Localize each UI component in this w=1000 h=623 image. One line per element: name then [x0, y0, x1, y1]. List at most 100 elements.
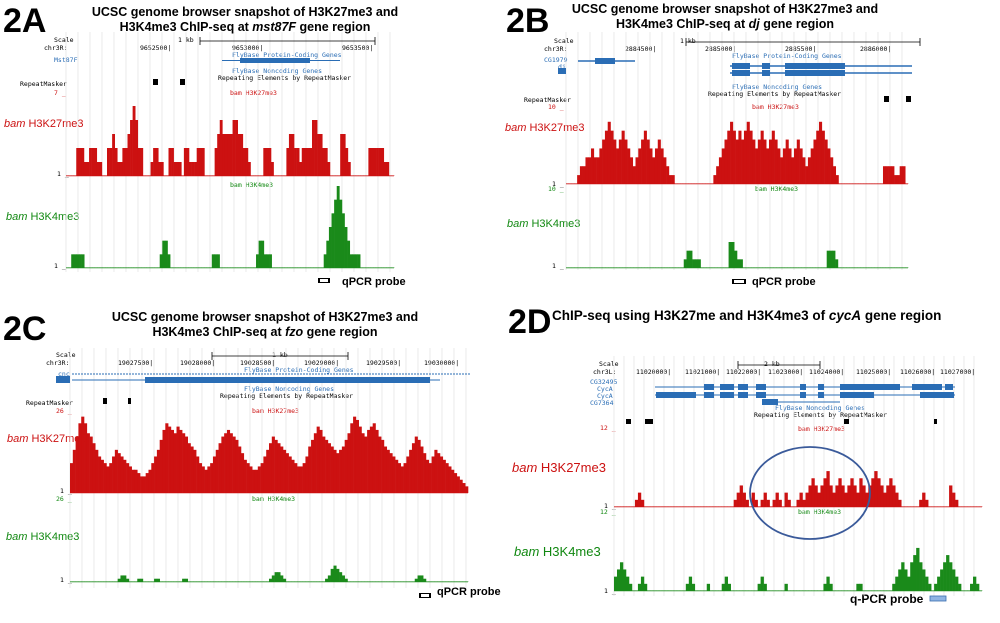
k4-bar — [328, 227, 332, 268]
k27-bar — [120, 456, 124, 493]
panel-b-track-repeat: Repeating Elements by RepeatMasker — [708, 90, 842, 98]
k27-bar — [582, 166, 586, 184]
k27-bar — [925, 499, 929, 507]
k27-bar — [109, 148, 113, 176]
k27-bar — [741, 139, 745, 184]
k27-bar — [173, 433, 177, 493]
k27-bar — [613, 139, 617, 184]
panel-d-side-k27: bam H3K27me3 — [512, 460, 606, 475]
k27-bar — [123, 459, 127, 493]
k27-bar — [86, 433, 90, 493]
k4-bar — [327, 575, 331, 582]
k27-bar — [817, 492, 821, 507]
k27-bar — [456, 476, 460, 493]
k4-bar — [910, 562, 914, 591]
k27-bar — [368, 148, 372, 176]
k27-bar — [635, 157, 639, 184]
k27-bar — [652, 157, 656, 184]
panel-a-repeat-element-2 — [180, 79, 185, 85]
panel-b-chrom-label: chr3R: — [544, 45, 568, 53]
panel-b-gene-label2: dj — [558, 63, 566, 71]
k4-bar — [919, 562, 923, 591]
k27-bar — [294, 463, 298, 493]
k4-bar — [916, 547, 920, 591]
panel-a-k27-max: 7 _ — [54, 89, 66, 97]
k4-bar — [417, 575, 421, 582]
k27-bar — [856, 492, 860, 507]
panel-c-side-k27: bam H3K27me3 — [7, 433, 87, 445]
k27-bar — [780, 157, 784, 184]
k4-bar — [164, 240, 168, 268]
k27-bar — [814, 485, 818, 507]
k4-bar — [126, 578, 130, 582]
k27-bar — [713, 175, 717, 184]
panel-c-repeat-label: RepeatMasker — [26, 399, 73, 407]
k4-bar — [263, 254, 267, 268]
k27-bar — [445, 463, 449, 493]
k4-bar — [928, 583, 932, 591]
k4-bar — [892, 583, 896, 591]
k27-bar — [128, 466, 132, 493]
k27-bar — [313, 433, 317, 493]
k27-bar — [602, 139, 606, 184]
k27-bar — [122, 148, 126, 176]
panel-d-track-noncoding: FlyBase Noncoding Genes — [775, 404, 866, 412]
k4-bar — [688, 576, 693, 591]
k27-bar — [106, 466, 110, 493]
k4-bar — [895, 576, 899, 591]
panel-d-track-repeat: Repeating Elements by RepeatMasker — [754, 411, 888, 419]
k27-bar — [319, 429, 323, 493]
k27-bar — [791, 157, 795, 184]
k27-bar — [153, 148, 156, 176]
k27-bar — [593, 157, 597, 184]
k27-bar — [240, 453, 245, 493]
k27-bar — [294, 148, 297, 176]
k27-bar — [333, 449, 337, 493]
panel-b-k4-min: 1 _ — [552, 262, 564, 270]
k27-bar — [386, 449, 390, 493]
k27-bar — [246, 463, 250, 493]
k27-bar — [189, 162, 192, 176]
panel-b-label: 2B — [506, 2, 550, 40]
panel-d-gene-label: CG32495 — [590, 378, 618, 386]
panel-a-track-coding: FlyBase Protein-Coding Genes — [232, 51, 342, 59]
panel-a-k4-signal — [66, 186, 395, 269]
k27-bar — [381, 148, 385, 176]
k4-bar — [325, 578, 329, 582]
k4-bar — [269, 254, 272, 268]
k27-bar — [616, 148, 620, 184]
k27-bar — [201, 148, 205, 176]
k27-bar — [871, 478, 875, 507]
k4-bar — [154, 578, 158, 582]
k27-bar — [395, 459, 399, 493]
panel-b-k4-signal — [566, 242, 909, 269]
k27-bar — [716, 166, 720, 184]
k27-bar — [955, 499, 959, 507]
k4-bar — [689, 250, 693, 268]
k27-bar — [585, 157, 589, 184]
panel-a-scale-label: Scale — [54, 36, 74, 44]
k27-bar — [154, 456, 158, 493]
k27-bar — [829, 485, 833, 507]
k27-bar — [249, 466, 253, 493]
k27-bar — [604, 130, 609, 184]
k27-bar — [766, 148, 770, 184]
k4-bar — [79, 254, 82, 268]
k27-bar — [78, 423, 82, 493]
panel-d-repeat-element-4 — [934, 419, 937, 424]
panel-c-gene-fzo — [145, 377, 430, 383]
panel-c-side-k4: bam H3K4me3 — [6, 531, 80, 543]
k27-bar — [816, 130, 820, 184]
k4-bar — [835, 259, 839, 268]
k4-bar — [625, 576, 630, 591]
k27-bar — [654, 148, 659, 184]
k27-bar — [437, 453, 441, 493]
panel-d-side-k4: bam H3K4me3 — [514, 544, 601, 559]
k4-bar — [859, 583, 863, 591]
k27-bar — [312, 120, 315, 176]
panel-d-k4-signal — [614, 547, 983, 592]
k27-bar — [171, 148, 174, 176]
k4-bar — [334, 199, 338, 268]
k27-bar — [733, 499, 737, 507]
k4-bar — [922, 569, 926, 591]
